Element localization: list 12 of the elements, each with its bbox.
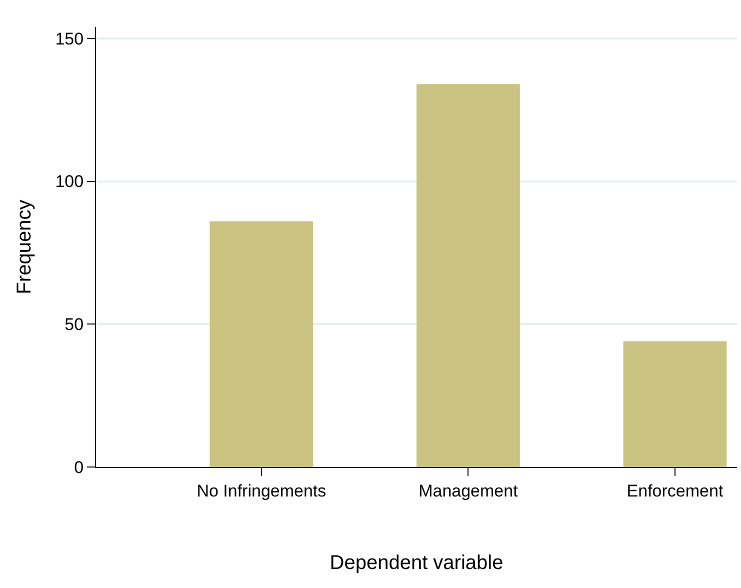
y-axis-title: Frequency	[14, 200, 36, 294]
bar	[623, 341, 727, 467]
y-tick-label: 150	[55, 29, 84, 48]
bar	[210, 221, 314, 467]
x-tick-label: Enforcement	[626, 481, 724, 500]
x-tick-label: Management	[418, 481, 518, 500]
y-tick-label: 0	[74, 458, 84, 477]
x-axis-title: Dependent variable	[330, 552, 504, 574]
x-tick-label: No Infringements	[196, 481, 326, 500]
y-tick-label: 100	[55, 172, 84, 192]
y-tick-label: 50	[64, 315, 84, 334]
bar	[416, 84, 520, 467]
